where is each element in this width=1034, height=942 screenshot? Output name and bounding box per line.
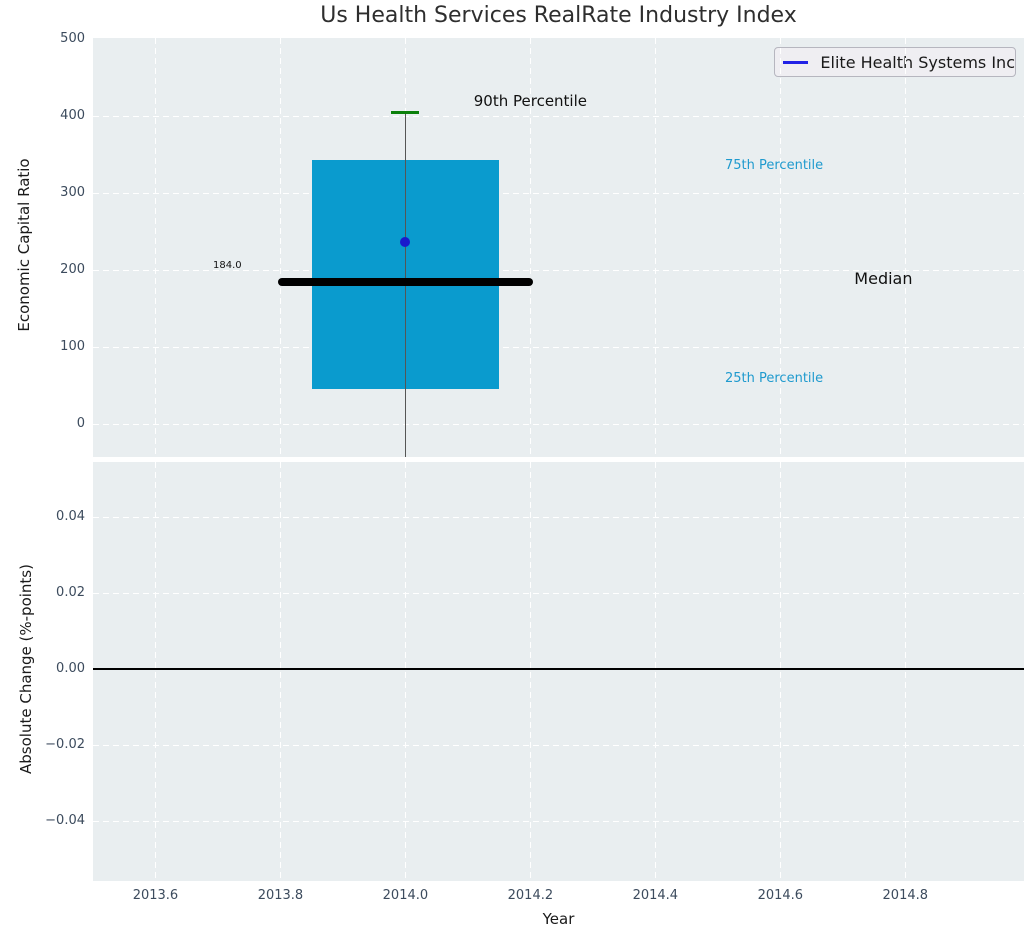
x-tick-label: 2014.6: [757, 888, 804, 903]
x-axis-label: Year: [542, 910, 575, 928]
bottom-axes: [93, 462, 1024, 881]
legend: Elite Health Systems Inc: [774, 47, 1016, 77]
y-tick-label: 0.04: [56, 509, 85, 525]
annotation-25th-percentile: 25th Percentile: [724, 370, 824, 386]
gridline: [905, 462, 907, 881]
gridline: [93, 346, 1024, 348]
x-tick-label: 2014.2: [507, 888, 554, 903]
y-tick-label: −0.04: [45, 812, 85, 828]
gridline: [655, 38, 657, 457]
y-tick-label: 100: [60, 338, 85, 354]
y-tick-label: 0: [76, 415, 85, 431]
gridline: [530, 38, 532, 457]
y-tick-label: 200: [60, 261, 85, 277]
gridline: [780, 38, 782, 457]
x-tick-label: 2013.6: [132, 888, 179, 903]
gridline: [93, 192, 1024, 194]
gridline: [780, 462, 782, 881]
gridline: [93, 517, 1024, 519]
gridline: [93, 745, 1024, 746]
gridline: [530, 462, 532, 881]
x-tick-label: 2013.8: [257, 888, 304, 903]
x-tick-label: 2014.4: [632, 888, 679, 903]
y-tick-label: 300: [60, 184, 85, 200]
annotation-90th-percentile: 90th Percentile: [473, 92, 587, 111]
legend-line-sample: [783, 60, 809, 64]
y-tick-label: −0.02: [45, 737, 85, 752]
y-tick-label: 0.02: [56, 585, 85, 601]
y-tick-label: 500: [60, 30, 85, 46]
p90-cap: [391, 111, 420, 115]
gridline: [93, 593, 1024, 595]
x-tick-label: 2014.0: [382, 888, 429, 903]
gridline: [93, 269, 1024, 271]
gridline: [155, 462, 157, 881]
gridline: [155, 38, 157, 457]
chart-title: Us Health Services RealRate Industry Ind…: [320, 3, 797, 28]
median-line: [277, 278, 533, 287]
zero-line: [93, 668, 1024, 670]
y-tick-label: 400: [60, 107, 85, 123]
annotation-184-0: 184.0: [213, 259, 242, 271]
top-axes: [93, 38, 1024, 457]
x-tick-label: 2014.8: [882, 888, 929, 903]
company-value-dot: [400, 237, 411, 248]
gridline: [280, 462, 282, 881]
gridline: [93, 820, 1024, 822]
gridline: [280, 38, 282, 457]
annotation-75th-percentile: 75th Percentile: [724, 157, 824, 173]
gridline: [93, 115, 1024, 117]
y-tick-label: 0.00: [56, 661, 85, 677]
gridline: [905, 38, 907, 457]
annotation-median: Median: [854, 269, 913, 289]
gridline: [655, 462, 657, 881]
legend-label: Elite Health Systems Inc: [820, 52, 1015, 72]
gridline: [93, 423, 1024, 425]
gridline: [405, 462, 407, 881]
